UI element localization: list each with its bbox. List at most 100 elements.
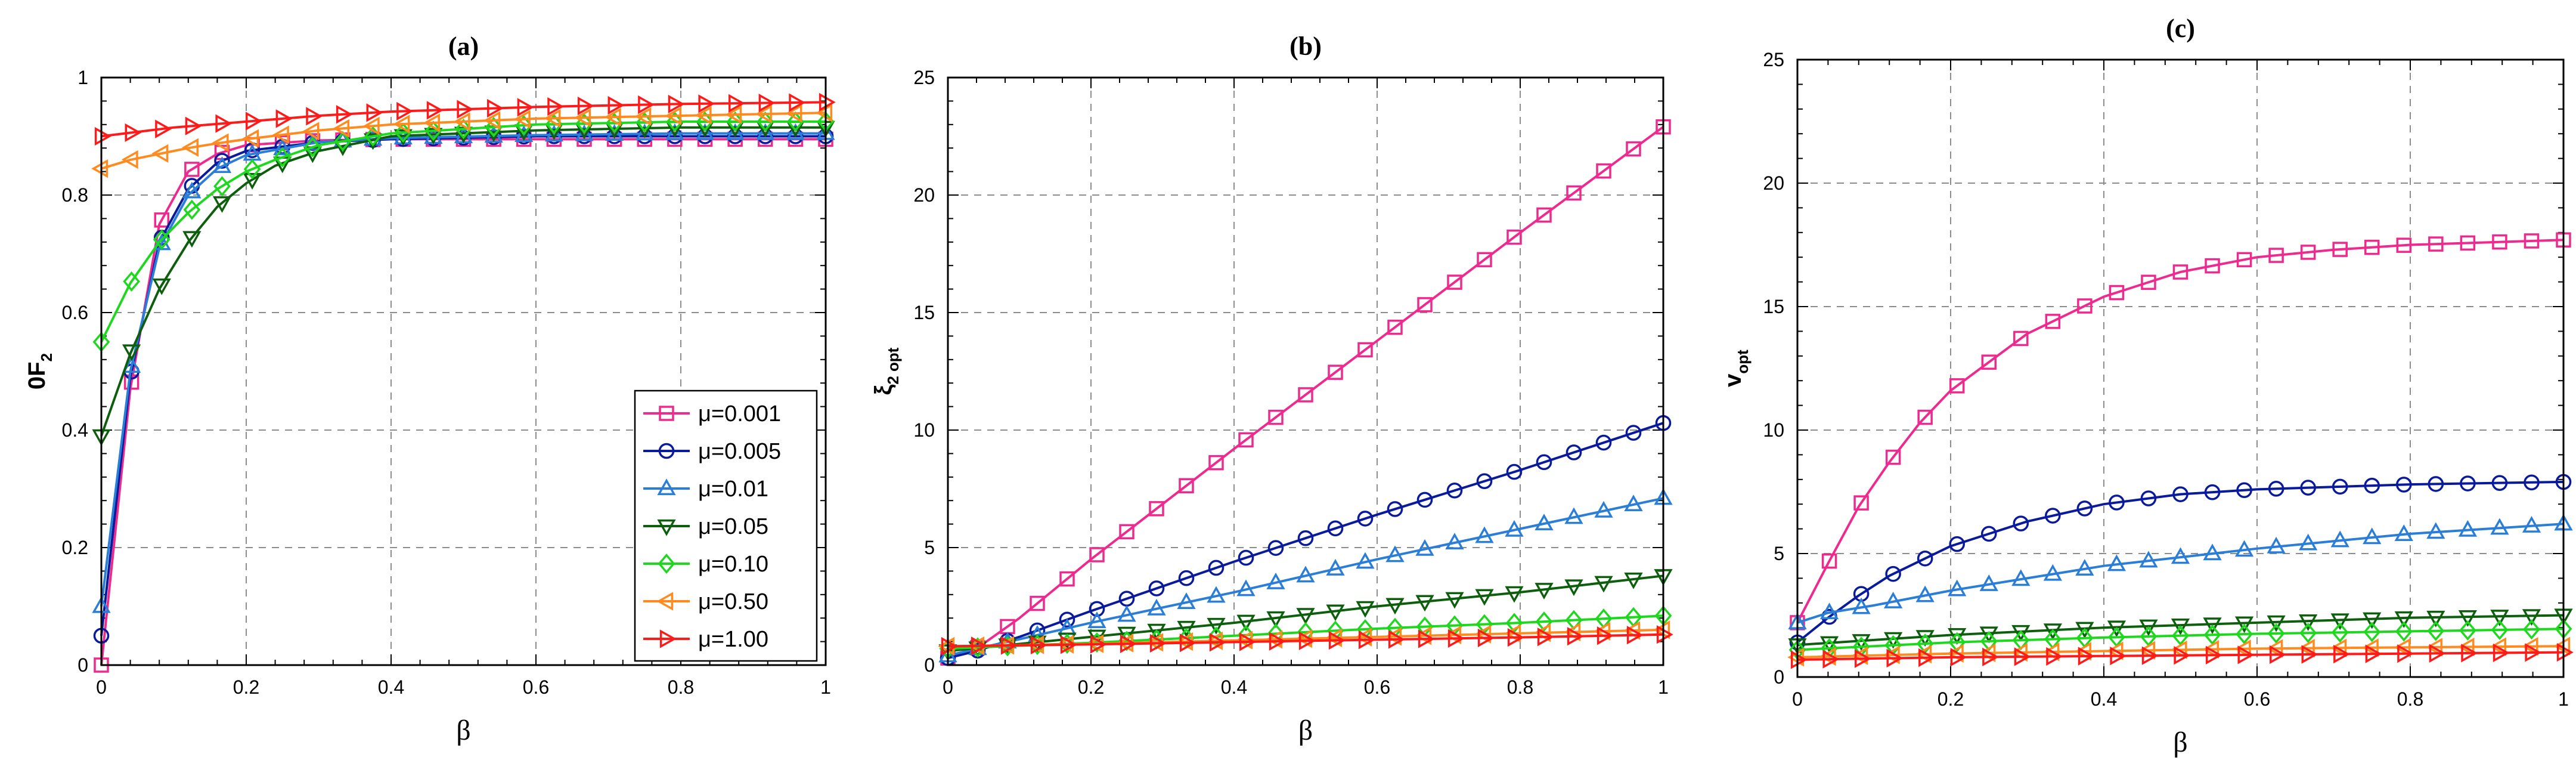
data-point [243,159,261,180]
x-tick-label: 0.8 [668,676,694,698]
data-point [2172,264,2188,280]
data-point [1208,455,1224,471]
y-tick-label: 0 [1774,666,1784,688]
series-1.00 [94,92,836,146]
y-tick-label: 0.4 [62,419,88,441]
data-point [1238,549,1254,566]
y-axis-label-subscript: 2 opt [884,347,902,384]
data-point [1625,425,1642,441]
data-point [1238,432,1254,448]
y-tick-label: 0.8 [62,184,88,206]
data-point [1915,630,1935,647]
data-point [1149,633,1167,653]
y-tick-label: 5 [924,537,935,558]
legend-item: μ=0.005 [643,439,781,464]
data-point [336,105,353,124]
data-point [514,125,534,143]
data-point [1387,501,1403,517]
data-point [2107,554,2126,571]
legend-label: μ=0.05 [698,514,768,539]
data-point [2078,647,2095,666]
data-point [2364,477,2380,494]
data-point [1536,454,1552,471]
series-0.10 [92,111,835,353]
data-point [2043,564,2062,581]
data-point [1447,274,1462,290]
data-point [2110,646,2127,666]
data-point [155,119,172,138]
data-point [2109,494,2125,511]
data-point [213,176,231,197]
x-tick-label: 0 [96,676,107,698]
x-tick-label: 0.6 [523,676,549,698]
data-point [1475,526,1494,543]
data-point [1979,626,1998,644]
data-point [2299,614,2318,631]
legend-item: μ=0.50 [643,589,768,614]
y-tick-label: 10 [1763,419,1784,441]
x-tick-label: 0.4 [2091,688,2117,710]
data-point [1385,545,1405,562]
data-point [1885,449,1901,465]
data-point [1447,629,1465,648]
data-point [1981,354,1997,370]
data-point [1597,626,1614,645]
data-point [2331,622,2349,643]
data-point [152,278,171,295]
data-point [2490,637,2507,656]
data-point [2270,645,2286,664]
data-point [513,110,531,129]
data-point [1980,526,1997,542]
data-point [1358,630,1375,650]
data-point [1208,560,1225,576]
data-point [517,98,534,117]
data-point [819,92,836,112]
data-point [1267,540,1284,556]
y-tick-label: 1 [78,67,88,88]
data-point [638,95,655,115]
legend-marker [656,592,674,611]
y-tick-label: 0 [78,654,88,676]
data-point [1917,409,1933,425]
data-point [1564,579,1583,596]
legend-label: μ=0.01 [698,477,768,502]
data-point [2525,643,2542,662]
data-point [2458,610,2478,627]
series-0.01 [1788,514,2573,630]
legend-marker [657,519,676,536]
y-axis-label: 0F2 [24,353,55,390]
data-point [1298,631,1316,651]
series-1.00 [1790,642,2574,669]
series-0.005 [940,415,1672,666]
legend-item: μ=0.10 [643,552,768,577]
data-point [1239,632,1256,651]
data-point [1356,601,1375,618]
data-point [423,113,440,132]
data-point [151,144,169,163]
data-point [1148,580,1165,596]
x-tick-label: 1 [820,676,831,698]
legend-item: μ=0.05 [643,514,768,539]
data-point [2491,619,2509,641]
data-point [242,129,259,148]
data-point [243,173,262,190]
data-point [2460,235,2476,251]
data-point [125,123,142,142]
data-point [1236,579,1256,596]
data-point [2524,474,2540,491]
data-point [1624,572,1643,589]
data-point [1883,591,1903,608]
data-point [1445,533,1464,550]
data-point [1656,625,1673,644]
data-point [1326,559,1345,576]
x-tick-label: 0.2 [233,676,259,698]
data-point [1915,585,1935,602]
data-point [2394,638,2411,657]
data-point [729,94,745,113]
data-point [1950,648,1967,667]
data-point [816,103,833,122]
data-point [2234,639,2251,659]
data-point [2428,236,2444,252]
data-point [153,229,171,250]
